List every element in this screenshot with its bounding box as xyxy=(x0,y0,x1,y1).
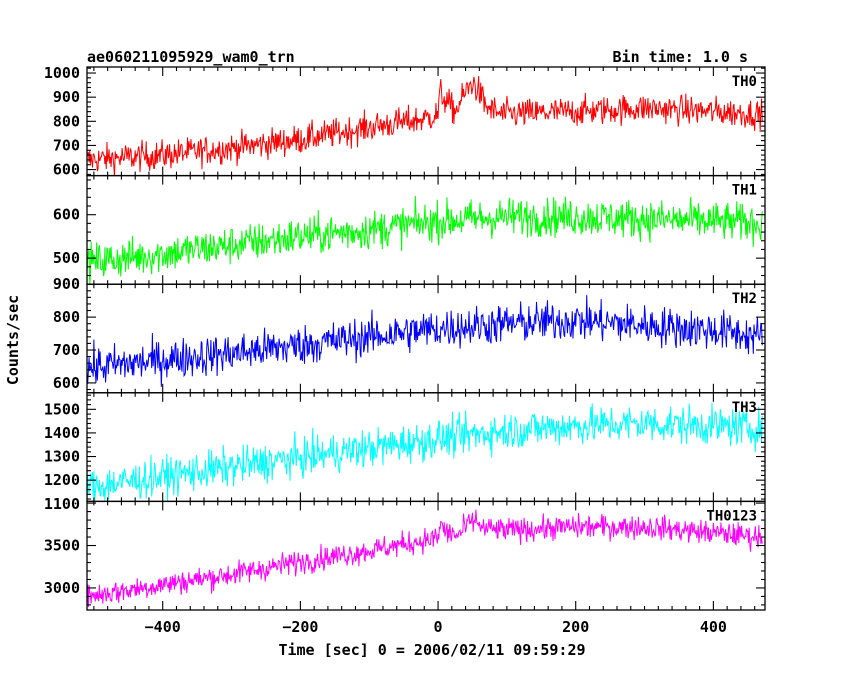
x-tick-label: −200 xyxy=(282,618,318,636)
panel-frame xyxy=(86,283,766,394)
y-tick-label: 600 xyxy=(53,161,80,179)
y-tick-label: 900 xyxy=(53,88,80,106)
y-tick-label: 900 xyxy=(53,275,80,293)
series-line-th3 xyxy=(87,402,763,502)
x-tick-label: 400 xyxy=(700,618,727,636)
panel-stack: 600 700 800 900 1000 TH0 500 600 TH1 600 700 800 900… xyxy=(44,64,766,611)
y-tick-label: 500 xyxy=(53,249,80,267)
x-tick-label: 0 xyxy=(434,618,443,636)
y-tick-label: 700 xyxy=(53,136,80,154)
y-tick-label: 1100 xyxy=(44,495,80,513)
series-line-th0123 xyxy=(87,509,763,608)
y-tick-label: 1000 xyxy=(44,64,80,82)
y-tick-label: 800 xyxy=(53,308,80,326)
panel-th0: 600 700 800 900 1000 TH0 xyxy=(44,64,766,179)
panel-label: TH3 xyxy=(732,400,757,416)
x-axis-label: Time [sec] 0 = 2006/02/11 09:59:29 xyxy=(278,641,585,659)
y-tick-label: 3000 xyxy=(44,579,80,597)
y-tick-label: 800 xyxy=(53,112,80,130)
panel-th2: 600 700 800 900 TH2 xyxy=(53,275,766,394)
panel-frame xyxy=(86,66,766,177)
y-tick-label: 3500 xyxy=(44,537,80,555)
series-line-th2 xyxy=(87,295,763,387)
x-tick-label: −400 xyxy=(145,618,181,636)
y-tick-label: 700 xyxy=(53,341,80,359)
y-tick-label: 1500 xyxy=(44,400,80,418)
panel-frame xyxy=(86,500,766,611)
y-tick-label: 600 xyxy=(53,374,80,392)
series-line-th0 xyxy=(87,76,763,176)
panel-th3: 1100 1200 1300 1400 1500 TH3 xyxy=(44,392,766,513)
panel-th0123: 3000 3500 TH0123 xyxy=(44,500,766,611)
x-tick-label: 200 xyxy=(562,618,589,636)
y-tick-label: 600 xyxy=(53,206,80,224)
y-tick-label: 1200 xyxy=(44,471,80,489)
y-tick-label: 1300 xyxy=(44,448,80,466)
panel-label: TH0 xyxy=(732,74,757,90)
series-line-th1 xyxy=(87,196,763,285)
x-tick-labels: −400 −200 0 200 400 xyxy=(145,618,727,636)
panel-th1: 500 600 TH1 xyxy=(53,174,766,285)
panel-frame xyxy=(86,174,766,285)
panel-label: TH0123 xyxy=(706,508,757,524)
bin-time-label: Bin time: 1.0 s xyxy=(613,48,748,66)
chart-title: ae060211095929_wam0_trn xyxy=(87,48,295,66)
panel-label: TH2 xyxy=(732,291,757,307)
y-tick-label: 1400 xyxy=(44,424,80,442)
panel-label: TH1 xyxy=(732,183,757,199)
y-axis-label: Counts/sec xyxy=(4,295,22,385)
